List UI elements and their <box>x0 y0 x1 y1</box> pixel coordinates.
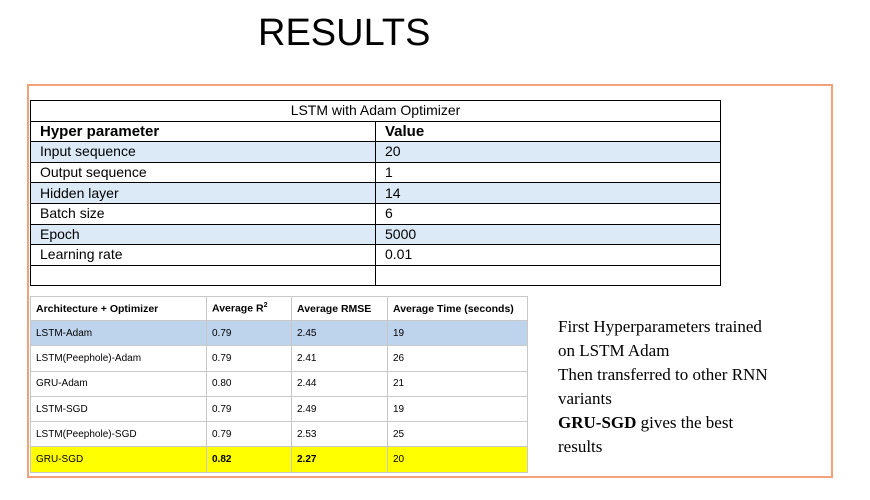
results-table: Architecture + Optimizer Average R2 Aver… <box>30 296 528 473</box>
param-name: Hidden layer <box>30 182 376 204</box>
rmse-cell: 2.45 <box>291 319 388 347</box>
param-name: Output sequence <box>30 161 376 184</box>
note-line: variants <box>558 389 612 408</box>
rmse-cell: 2.49 <box>291 395 388 423</box>
content-frame <box>27 84 833 478</box>
architecture-cell: LSTM-SGD <box>30 395 207 423</box>
table-row: LSTM-SGD 0.79 2.49 19 <box>30 395 528 423</box>
param-value: 5000 <box>375 223 721 246</box>
r2-label: Average R <box>212 302 264 315</box>
table-row: Input sequence 20 <box>30 141 721 163</box>
column-header-time: Average Time (seconds) <box>387 296 528 321</box>
table-row: LSTM-Adam 0.79 2.45 19 <box>30 319 528 347</box>
param-name: Batch size <box>30 202 376 225</box>
r2-cell: 0.82 <box>206 446 292 473</box>
rmse-cell: 2.41 <box>291 345 388 372</box>
slide-title: RESULTS <box>258 12 431 54</box>
note-line-best: GRU-SGD gives the best <box>558 411 820 435</box>
note-line: Then transferred to other RNN <box>558 365 768 384</box>
column-header-hyper-parameter: Hyper parameter <box>30 120 376 143</box>
r2-cell: 0.79 <box>206 421 292 448</box>
column-header-r2: Average R2 <box>206 296 292 321</box>
rmse-cell: 2.44 <box>291 370 388 397</box>
table-row: LSTM(Peephole)-Adam 0.79 2.41 26 <box>30 345 528 372</box>
param-name: Learning rate <box>30 244 376 266</box>
time-cell: 19 <box>387 319 528 347</box>
table-row: Epoch 5000 <box>30 223 721 246</box>
time-cell: 25 <box>387 421 528 448</box>
r2-cell: 0.80 <box>206 370 292 397</box>
param-value <box>375 264 721 287</box>
rmse-cell: 2.53 <box>291 421 388 448</box>
results-header-row: Architecture + Optimizer Average R2 Aver… <box>30 296 528 321</box>
column-header-rmse: Average RMSE <box>291 296 388 321</box>
architecture-cell: LSTM(Peephole)-Adam <box>30 345 207 372</box>
table-row: Hidden layer 14 <box>30 182 721 204</box>
time-cell: 21 <box>387 370 528 397</box>
table-row-empty <box>30 264 721 287</box>
architecture-cell: LSTM-Adam <box>30 319 207 347</box>
note-line: First Hyperparameters trained <box>558 317 762 336</box>
param-name: Epoch <box>30 223 376 246</box>
param-value: 0.01 <box>375 244 721 266</box>
table-row: Learning rate 0.01 <box>30 244 721 266</box>
table-header-row: Hyper parameter Value <box>30 120 721 143</box>
column-header-value: Value <box>375 120 721 143</box>
param-value: 6 <box>375 202 721 225</box>
r2-cell: 0.79 <box>206 395 292 423</box>
table-row: Output sequence 1 <box>30 161 721 184</box>
param-value: 14 <box>375 182 721 204</box>
column-header-architecture: Architecture + Optimizer <box>30 296 207 321</box>
architecture-cell: GRU-SGD <box>30 446 207 473</box>
note-line: results <box>558 437 603 456</box>
table-row-best: GRU-SGD 0.82 2.27 20 <box>30 446 528 473</box>
notes-text: First Hyperparameters trained on LSTM Ad… <box>558 315 820 459</box>
param-value: 1 <box>375 161 721 184</box>
r2-superscript: 2 <box>263 302 268 310</box>
hyperparameter-table: LSTM with Adam Optimizer Hyper parameter… <box>30 100 721 287</box>
r2-cell: 0.79 <box>206 319 292 347</box>
param-name <box>30 264 376 287</box>
table-row: GRU-Adam 0.80 2.44 21 <box>30 370 528 397</box>
time-cell: 19 <box>387 395 528 423</box>
param-value: 20 <box>375 141 721 163</box>
best-model-name: GRU-SGD <box>558 413 637 432</box>
table-caption-row: LSTM with Adam Optimizer <box>30 100 721 122</box>
param-name: Input sequence <box>30 141 376 163</box>
time-cell: 26 <box>387 345 528 372</box>
table-row: Batch size 6 <box>30 202 721 225</box>
r2-cell: 0.79 <box>206 345 292 372</box>
note-line-rest: gives the best <box>636 413 734 432</box>
table-row: LSTM(Peephole)-SGD 0.79 2.53 25 <box>30 421 528 448</box>
table-caption: LSTM with Adam Optimizer <box>30 100 721 122</box>
architecture-cell: GRU-Adam <box>30 370 207 397</box>
architecture-cell: LSTM(Peephole)-SGD <box>30 421 207 448</box>
rmse-cell: 2.27 <box>291 446 388 473</box>
note-line: on LSTM Adam <box>558 341 670 360</box>
time-cell: 20 <box>387 446 528 473</box>
